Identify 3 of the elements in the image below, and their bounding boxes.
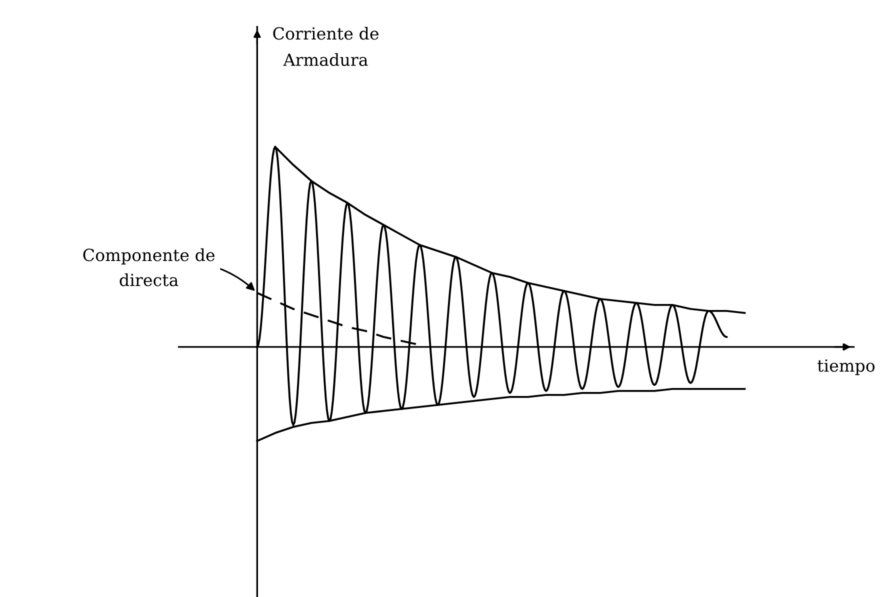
y-axis-title: Corriente de Armadura — [273, 26, 378, 66]
x-axis-title: tiempo — [818, 359, 875, 376]
text: Componente de directa — [83, 248, 214, 286]
